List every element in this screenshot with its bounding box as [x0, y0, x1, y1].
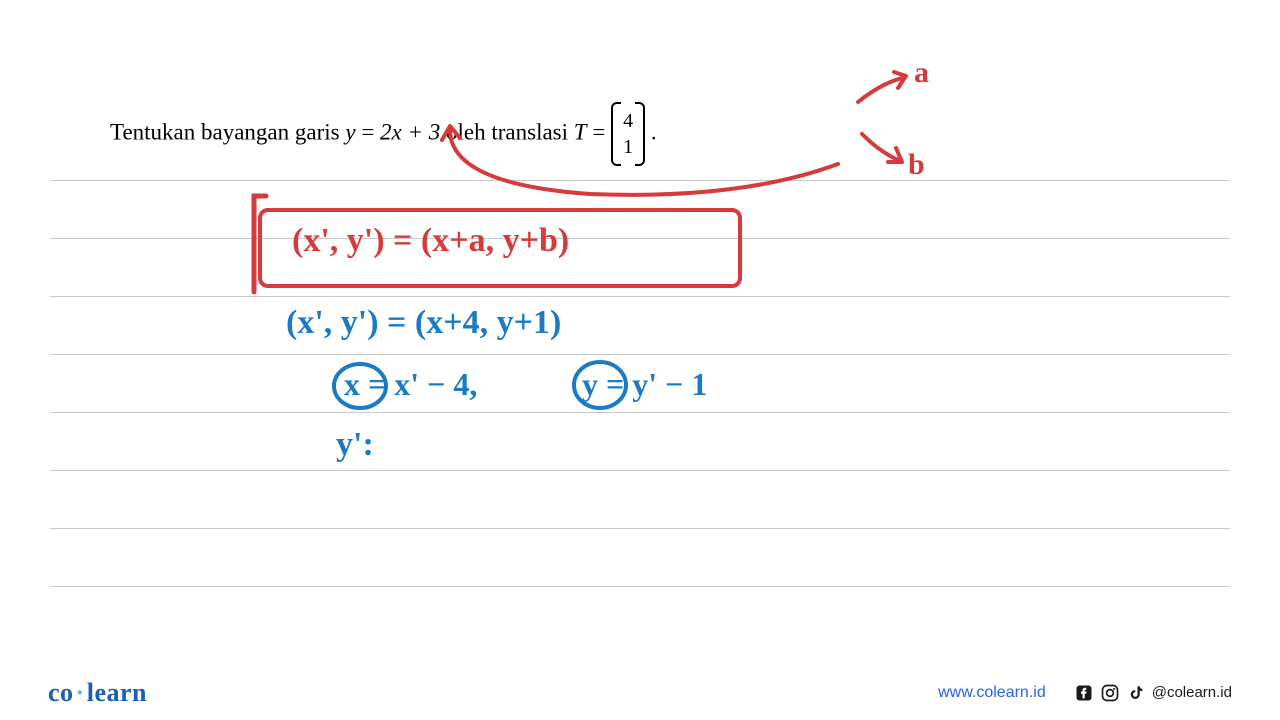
problem-prefix: Tentukan bayangan garis	[110, 119, 345, 144]
instagram-icon[interactable]	[1100, 683, 1120, 703]
logo: co·learn	[48, 678, 147, 708]
social-links: @colearn.id	[1074, 683, 1232, 703]
eq-sign: =	[361, 119, 380, 144]
eq-rhs: 2x + 3	[380, 119, 440, 144]
y-solve: y = y' − 1	[582, 366, 707, 403]
x-solve: x = x' − 4,	[344, 366, 477, 403]
content-area: Tentukan bayangan garis y = 2x + 3 oleh …	[0, 0, 1280, 660]
box-left-bracket	[248, 192, 278, 302]
logo-suffix: learn	[87, 678, 147, 707]
footer-right: www.colearn.id @colearn.id	[938, 683, 1232, 703]
facebook-icon[interactable]	[1074, 683, 1094, 703]
formula-substituted: (x', y') = (x+4, y+1)	[286, 304, 561, 342]
tiktok-icon[interactable]	[1126, 683, 1146, 703]
boxed-formula-text: (x', y') = (x+a, y+b)	[292, 222, 569, 260]
curved-arrow	[440, 124, 860, 214]
eq-lhs: y	[345, 119, 355, 144]
social-handle: @colearn.id	[1152, 684, 1232, 701]
a-label: a	[914, 56, 929, 90]
website-link[interactable]: www.colearn.id	[938, 684, 1046, 702]
logo-dot: ·	[76, 678, 85, 707]
b-label: b	[908, 148, 925, 182]
y-prime-label: y':	[336, 426, 374, 464]
footer: co·learn www.colearn.id @colearn.id	[0, 664, 1280, 720]
logo-prefix: co	[48, 678, 74, 707]
